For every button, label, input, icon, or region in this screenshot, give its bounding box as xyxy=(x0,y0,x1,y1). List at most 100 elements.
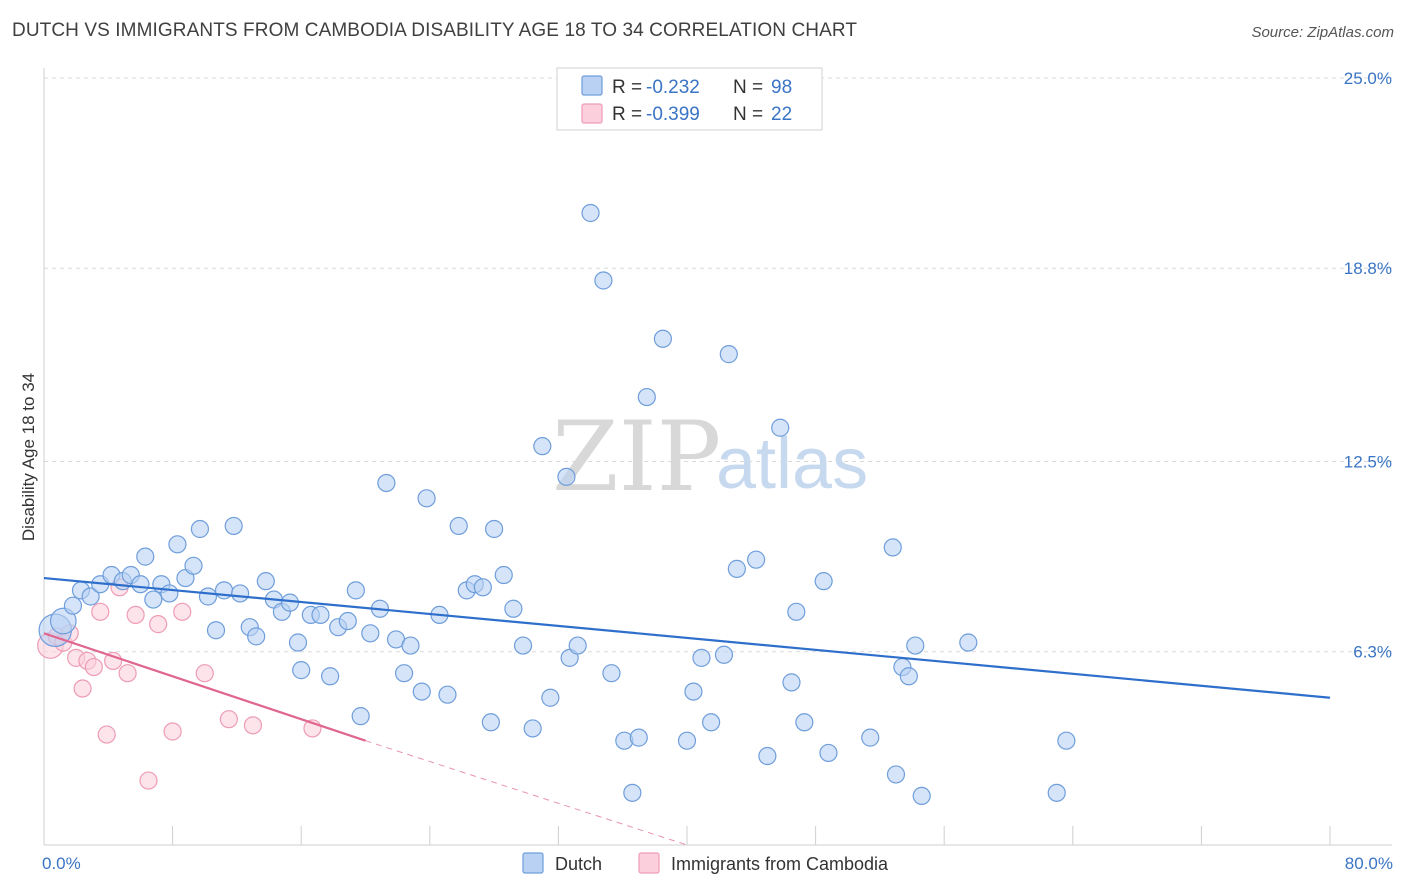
dutch-point xyxy=(168,535,187,554)
cambodia-trend-extension xyxy=(365,740,688,846)
x-tick-label: 80.0% xyxy=(1345,854,1393,873)
dutch-point xyxy=(131,575,150,594)
dutch-point xyxy=(206,621,226,640)
dutch-point xyxy=(394,664,414,683)
dutch-trend-line xyxy=(43,576,1331,699)
cambodia-point xyxy=(195,664,214,683)
dutch-point xyxy=(557,467,576,486)
chart-title: DUTCH VS IMMIGRANTS FROM CAMBODIA DISABI… xyxy=(12,20,858,41)
dutch-point xyxy=(438,685,457,704)
dutch-point xyxy=(136,547,155,566)
dutch-point xyxy=(702,713,721,732)
series-legend-swatch-cambodia xyxy=(638,852,660,874)
legend-r-value-dutch: -0.232 xyxy=(646,77,700,98)
cambodia-point xyxy=(84,657,103,677)
dutch-point xyxy=(224,516,243,536)
dutch-point xyxy=(594,271,613,290)
y-tick-label: 25.0% xyxy=(1344,69,1392,88)
dutch-point xyxy=(504,599,523,618)
series-legend-label-dutch: Dutch xyxy=(555,854,602,874)
grid-layer xyxy=(44,77,1392,653)
cambodia-point xyxy=(243,716,263,735)
watermark-zip: ZIP xyxy=(552,401,721,513)
dutch-point xyxy=(361,624,380,643)
dutch-point xyxy=(758,746,777,766)
dutch-point xyxy=(795,713,814,732)
dutch-point xyxy=(49,607,77,635)
dutch-point xyxy=(338,611,357,631)
dutch-point xyxy=(719,345,738,364)
cambodia-point xyxy=(163,722,182,741)
cambodia-point xyxy=(73,679,92,698)
dutch-point xyxy=(819,743,838,763)
dutch-point xyxy=(81,587,100,606)
dutch-point xyxy=(494,565,513,585)
dutch-point xyxy=(401,636,420,655)
dutch-point xyxy=(541,688,560,707)
dutch-point xyxy=(412,682,431,701)
dutch-point xyxy=(247,627,266,646)
dutch-point xyxy=(256,572,275,591)
dutch-point xyxy=(677,731,697,750)
dutch-point xyxy=(280,593,300,612)
dutch-point xyxy=(351,707,370,726)
dutch-point xyxy=(771,418,790,437)
dutch-point xyxy=(346,581,365,600)
cambodia-point xyxy=(173,602,192,621)
y-tick-label: 18.8% xyxy=(1344,259,1392,278)
dutch-point xyxy=(63,596,83,615)
dutch-point xyxy=(959,633,978,652)
watermark-atlas: atlas xyxy=(716,424,868,504)
series-legend: Dutch Immigrants from Cambodia xyxy=(522,852,889,874)
dutch-point xyxy=(160,584,179,603)
correlation-legend: R = -0.232 N = 98 R = -0.399 N = 22 xyxy=(556,67,823,131)
legend-n-label-cambodia: N = xyxy=(733,104,763,125)
dutch-point xyxy=(144,590,163,609)
legend-swatch-dutch xyxy=(581,75,603,96)
watermark: ZIP atlas xyxy=(552,401,868,513)
dutch-point xyxy=(747,550,766,569)
cambodia-point xyxy=(91,602,110,621)
dutch-point xyxy=(568,636,587,655)
dutch-point xyxy=(692,648,711,667)
legend-n-value-cambodia: 22 xyxy=(771,104,792,125)
dutch-point xyxy=(288,633,308,652)
legend-r-label-cambodia: R = xyxy=(612,104,642,125)
series-legend-label-cambodia: Immigrants from Cambodia xyxy=(671,854,889,874)
legend-r-value-cambodia: -0.399 xyxy=(646,104,700,125)
tick-label-layer: 6.3% 12.5% 18.8% 25.0% 0.0% 80.0% xyxy=(42,69,1393,873)
trend-layer xyxy=(43,576,1331,846)
dutch-point xyxy=(684,682,703,701)
y-tick-label: 6.3% xyxy=(1353,643,1392,662)
dutch-point xyxy=(231,584,250,603)
dutch-point xyxy=(473,578,492,597)
points-layer xyxy=(37,203,1076,806)
dutch-point xyxy=(581,203,600,223)
legend-n-label-dutch: N = xyxy=(733,77,763,98)
dutch-point xyxy=(1047,783,1066,802)
dutch-point xyxy=(311,605,330,625)
chart-source: Source: ZipAtlas.com xyxy=(1251,24,1394,41)
dutch-point xyxy=(321,667,340,686)
dutch-point xyxy=(523,719,542,738)
dutch-point xyxy=(883,538,902,557)
dutch-point xyxy=(637,387,656,407)
dutch-point xyxy=(513,636,533,655)
dutch-point xyxy=(912,786,931,806)
dutch-point xyxy=(714,645,734,664)
legend-swatch-cambodia xyxy=(581,103,603,124)
y-tick-label: 12.5% xyxy=(1344,453,1392,472)
cambodia-point xyxy=(149,615,168,634)
dutch-point xyxy=(190,519,210,539)
axis-layer xyxy=(43,68,1392,846)
series-legend-swatch-dutch xyxy=(522,852,544,874)
dutch-point xyxy=(533,437,552,456)
dutch-point xyxy=(653,329,672,348)
cambodia-point xyxy=(219,710,238,729)
dutch-point xyxy=(198,587,218,606)
dutch-point xyxy=(814,572,833,591)
dutch-point xyxy=(861,728,880,747)
dutch-point xyxy=(1057,731,1076,750)
dutch-point xyxy=(782,673,801,692)
dutch-point xyxy=(602,664,621,683)
